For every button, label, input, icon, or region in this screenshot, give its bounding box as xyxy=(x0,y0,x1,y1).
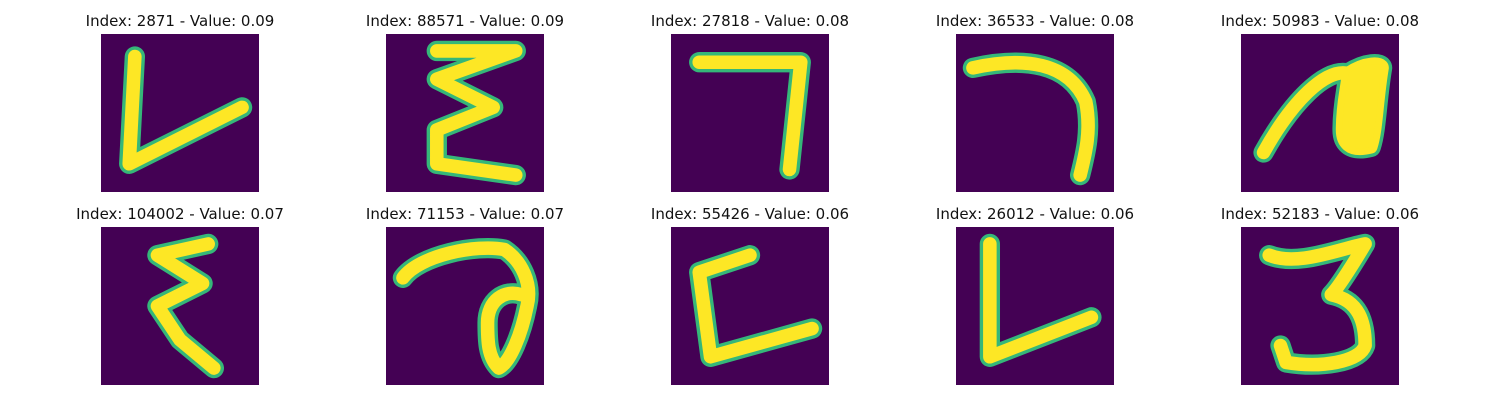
thumbnail-image xyxy=(671,34,829,192)
thumbnail-title: Index: 88571 - Value: 0.09 xyxy=(365,12,565,30)
thumbnail-image xyxy=(1241,34,1399,192)
thumbnail-image xyxy=(101,227,259,385)
thumbnail-title: Index: 55426 - Value: 0.06 xyxy=(650,205,850,223)
thumbnail-title: Index: 26012 - Value: 0.06 xyxy=(935,205,1135,223)
thumbnail-title: Index: 27818 - Value: 0.08 xyxy=(650,12,850,30)
thumbnail-cell: Index: 88571 - Value: 0.09 xyxy=(350,12,580,202)
thumbnail-image xyxy=(1241,227,1399,385)
thumbnail-title: Index: 2871 - Value: 0.09 xyxy=(85,12,275,30)
thumbnail-title: Index: 36533 - Value: 0.08 xyxy=(935,12,1135,30)
thumbnail-title: Index: 104002 - Value: 0.07 xyxy=(76,205,284,223)
thumbnail-image xyxy=(671,227,829,385)
thumbnail-cell: Index: 55426 - Value: 0.06 xyxy=(635,205,865,395)
thumbnail-title: Index: 52183 - Value: 0.06 xyxy=(1220,205,1420,223)
thumbnail-cell: Index: 71153 - Value: 0.07 xyxy=(350,205,580,395)
thumbnail-image xyxy=(101,34,259,192)
thumbnail-image xyxy=(386,227,544,385)
thumbnail-image xyxy=(956,227,1114,385)
thumbnail-image xyxy=(956,34,1114,192)
thumbnail-title: Index: 71153 - Value: 0.07 xyxy=(365,205,565,223)
thumbnail-cell: Index: 52183 - Value: 0.06 xyxy=(1205,205,1435,395)
thumbnail-cell: Index: 50983 - Value: 0.08 xyxy=(1205,12,1435,202)
thumbnail-cell: Index: 27818 - Value: 0.08 xyxy=(635,12,865,202)
thumbnail-cell: Index: 104002 - Value: 0.07 xyxy=(65,205,295,395)
thumbnail-title: Index: 50983 - Value: 0.08 xyxy=(1220,12,1420,30)
thumbnail-cell: Index: 2871 - Value: 0.09 xyxy=(65,12,295,202)
thumbnail-image xyxy=(386,34,544,192)
thumbnail-cell: Index: 36533 - Value: 0.08 xyxy=(920,12,1150,202)
thumbnail-cell: Index: 26012 - Value: 0.06 xyxy=(920,205,1150,395)
